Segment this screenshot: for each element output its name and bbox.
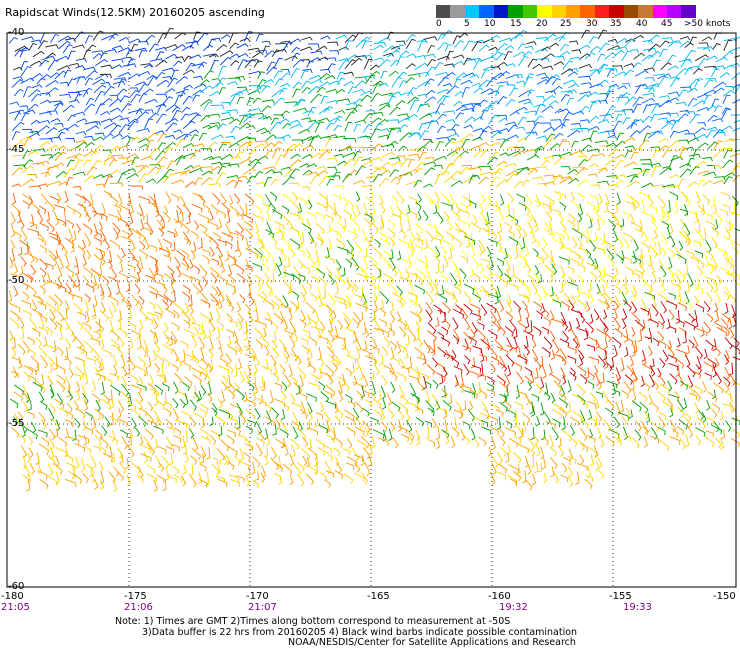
legend-swatch — [594, 5, 610, 18]
legend-label: 30 — [586, 19, 598, 29]
pass-time: 21:07 — [248, 602, 277, 613]
legend-label: 40 — [636, 19, 648, 29]
legend-swatch — [464, 5, 480, 18]
legend-label: >50 knots — [684, 19, 731, 29]
speed-color-legend — [436, 5, 696, 18]
legend-swatch — [580, 5, 595, 18]
legend-swatch — [638, 5, 653, 18]
lat-label: -55 — [8, 418, 25, 429]
lat-label: -40 — [8, 27, 25, 38]
lon-label: -160 — [488, 591, 511, 602]
legend-swatch — [652, 5, 667, 18]
pass-time: 21:05 — [1, 602, 30, 613]
legend-label: 25 — [560, 19, 572, 29]
pass-time: 21:06 — [124, 602, 153, 613]
lon-label: -150 — [713, 591, 736, 602]
legend-labels: 0 5 10 15 20 25 30 35 40 45 >50 knots — [432, 19, 740, 31]
legend-label: 20 — [536, 19, 548, 29]
legend-swatch — [667, 5, 682, 18]
legend-swatch — [450, 5, 465, 18]
lon-label: -170 — [246, 591, 269, 602]
lon-label: -180 — [1, 591, 24, 602]
legend-swatch — [436, 5, 451, 18]
lat-label: -50 — [8, 275, 25, 286]
legend-swatch — [537, 5, 552, 18]
legend-label: 45 — [661, 19, 673, 29]
lon-label: -155 — [609, 591, 632, 602]
legend-swatch — [623, 5, 639, 18]
note-line: 3)Data buffer is 22 hrs from 20160205 4)… — [142, 626, 578, 638]
lon-label: -175 — [124, 591, 147, 602]
legend-swatch — [479, 5, 494, 18]
wind-barbs — [7, 27, 740, 493]
note-line: NOAA/NESDIS/Center for Satellite Applica… — [288, 637, 576, 648]
lat-label: -45 — [8, 144, 25, 155]
map-frame — [6, 32, 737, 588]
legend-swatch — [565, 5, 581, 18]
legend-label: 0 — [436, 19, 442, 29]
lon-label: -165 — [367, 591, 390, 602]
legend-swatch — [681, 5, 696, 18]
pass-time: 19:33 — [623, 602, 652, 613]
legend-swatch — [609, 5, 624, 18]
legend-label: 5 — [464, 19, 470, 29]
pass-time: 19:32 — [499, 602, 528, 613]
legend-label: 10 — [484, 19, 496, 29]
map-title: Rapidscat Winds(12.5KM) 20160205 ascendi… — [5, 6, 265, 19]
note-line: Note: 1) Times are GMT 2)Times along bot… — [115, 616, 511, 627]
legend-label: 15 — [510, 19, 522, 29]
map-notes: Note: 1) Times are GMT 2)Times along bot… — [110, 616, 670, 649]
legend-swatch — [522, 5, 538, 18]
legend-swatch — [551, 5, 566, 18]
lat-label: -60 — [8, 581, 25, 592]
legend-swatch — [508, 5, 523, 18]
legend-swatch — [493, 5, 509, 18]
legend-label: 35 — [610, 19, 622, 29]
